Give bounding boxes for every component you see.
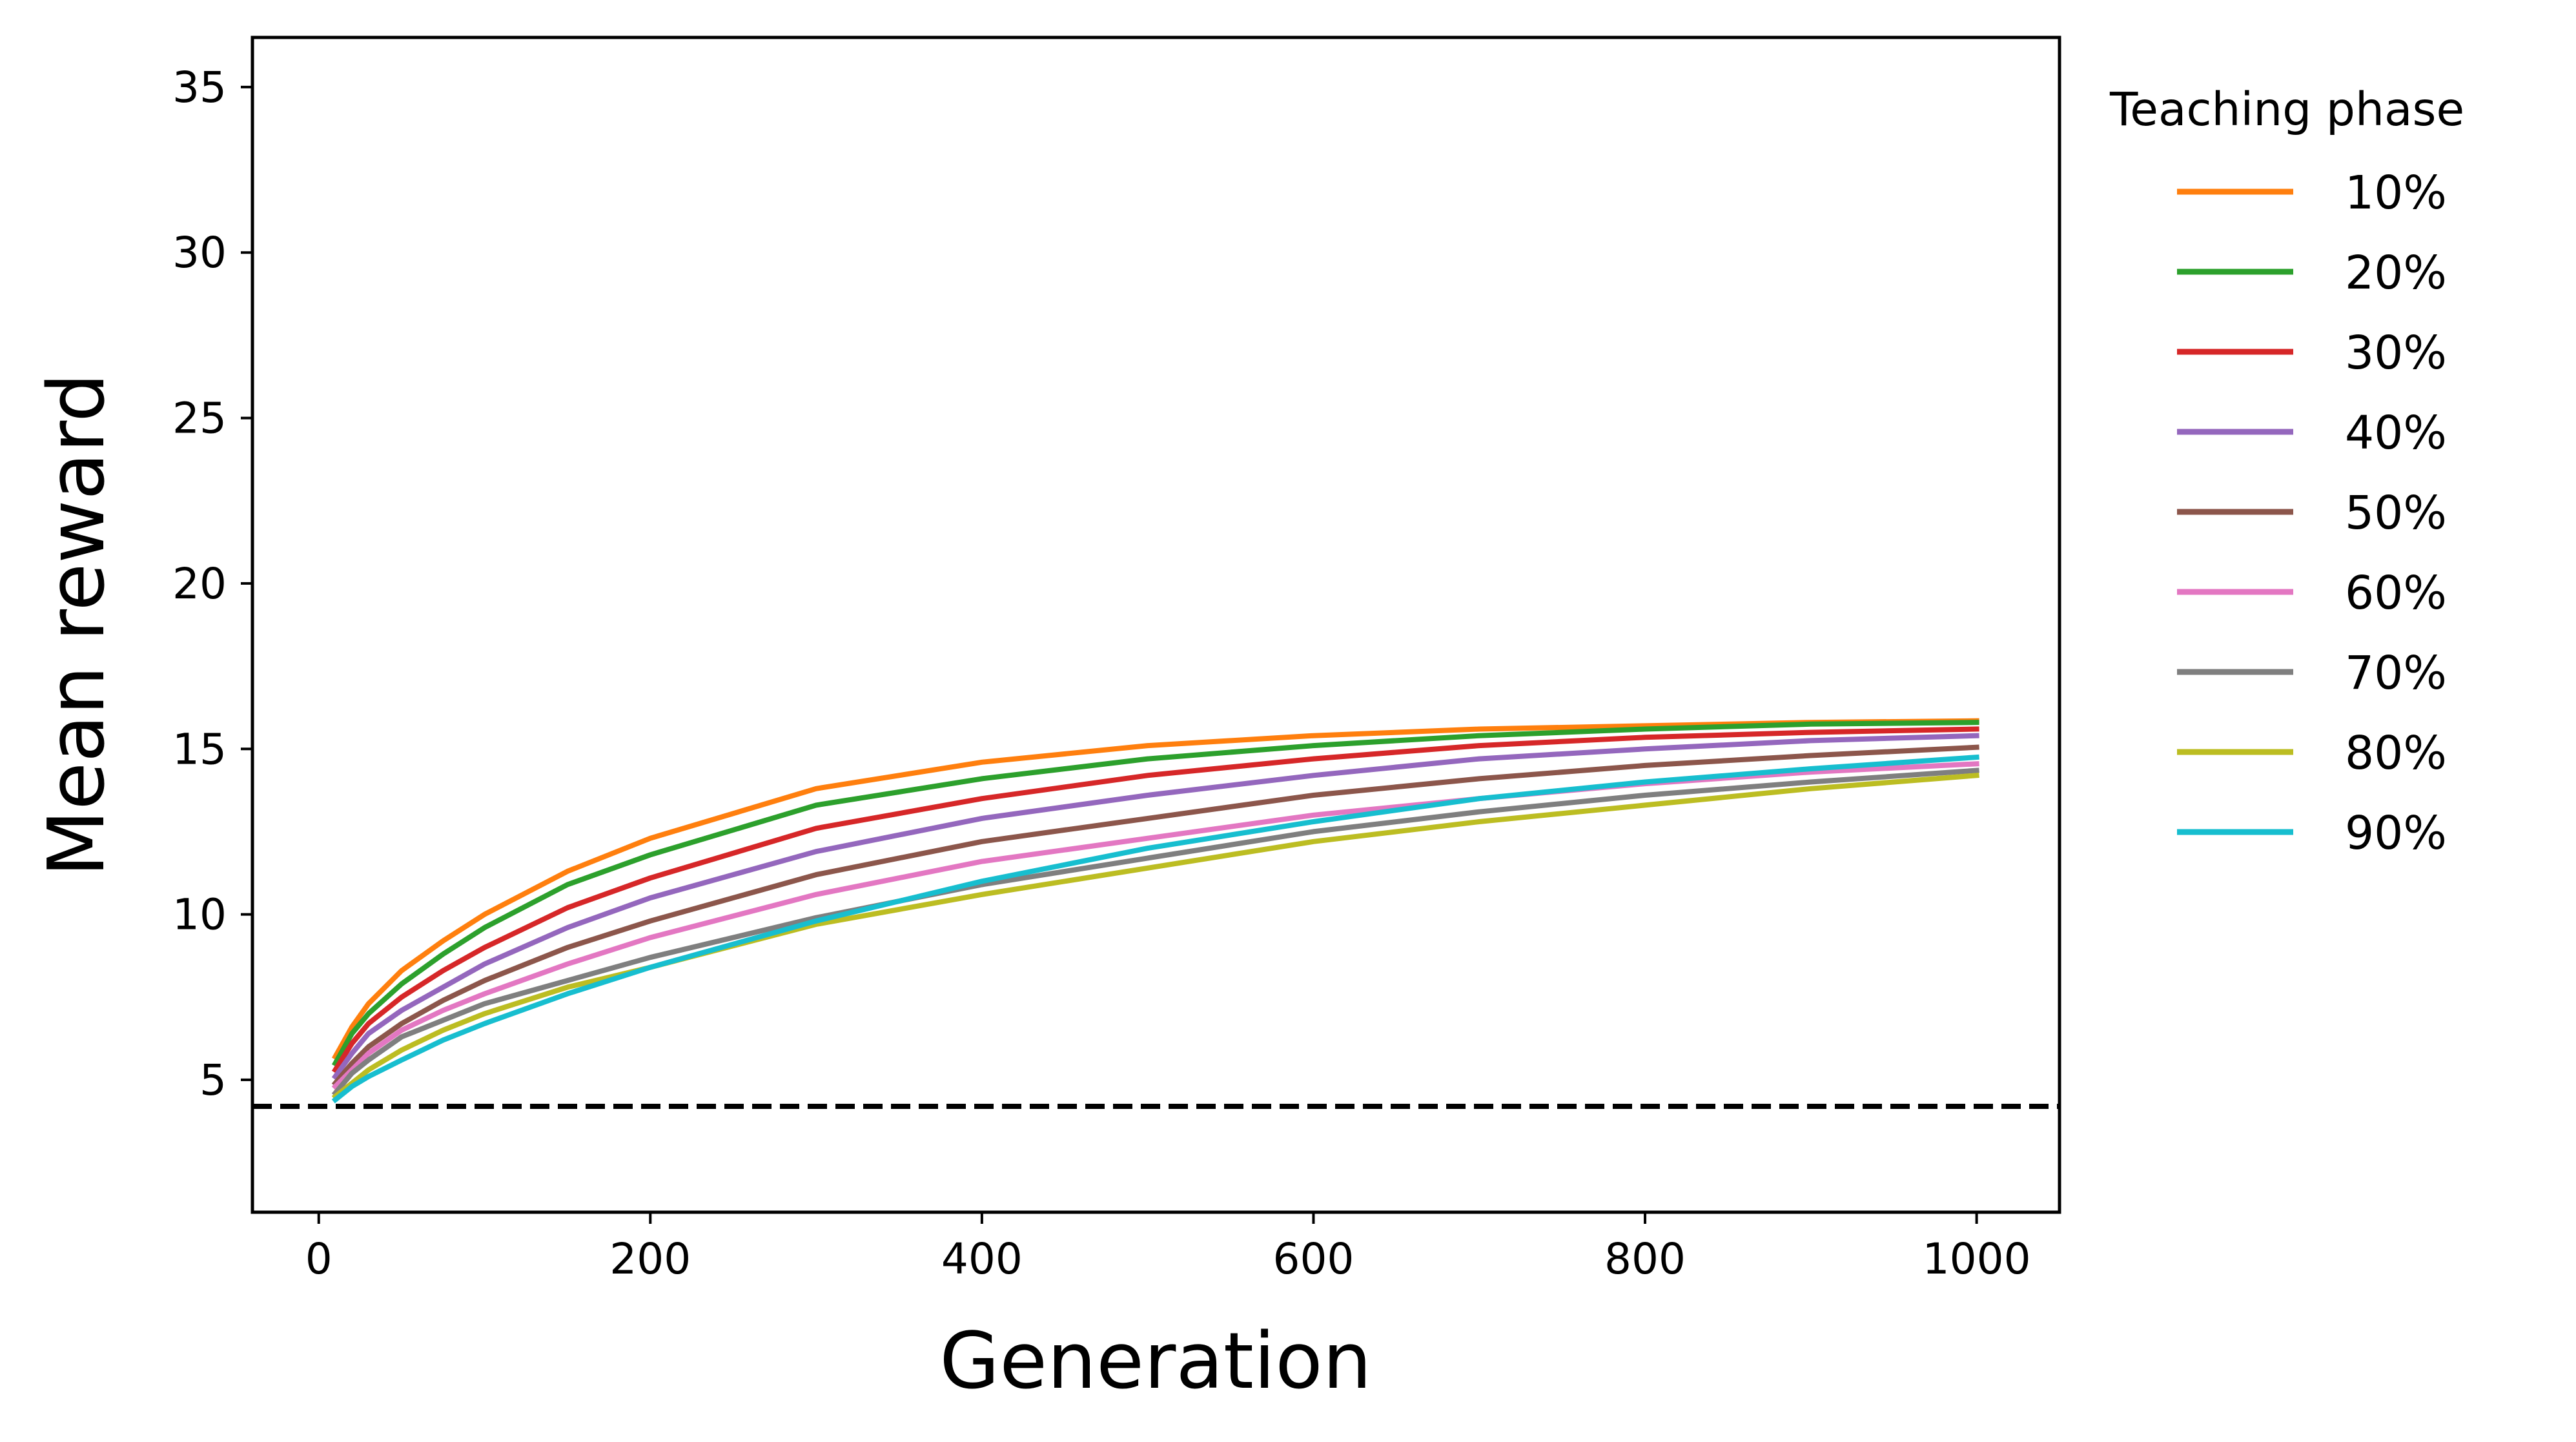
x-tick-label: 1000	[1923, 1234, 2031, 1284]
y-tick-label: 5	[199, 1055, 227, 1105]
x-tick-label: 800	[1604, 1234, 1686, 1284]
legend-label: 30%	[2345, 326, 2447, 380]
y-tick-label: 15	[172, 724, 227, 774]
series-line-40pct	[331, 733, 1979, 1081]
series-line-20pct	[331, 720, 1979, 1067]
x-tick-label: 200	[609, 1234, 691, 1284]
legend-label: 60%	[2345, 566, 2447, 620]
x-tick-label: 0	[305, 1234, 332, 1284]
x-axis-title: Generation	[939, 1317, 1371, 1406]
y-tick-label: 20	[172, 559, 227, 609]
x-tick-label: 400	[941, 1234, 1023, 1284]
plot-area	[252, 718, 2060, 1109]
plot-frame	[250, 36, 2061, 1214]
legend-label: 20%	[2345, 246, 2447, 300]
series-line-30pct	[331, 726, 1979, 1074]
y-tick-label: 35	[172, 63, 227, 112]
y-axis-title: Mean reward	[32, 373, 122, 877]
x-tick-label: 600	[1273, 1234, 1354, 1284]
series-line-90pct	[331, 754, 1979, 1104]
legend-label: 80%	[2345, 726, 2447, 780]
legend-label: 90%	[2345, 806, 2447, 860]
legend-title: Teaching phase	[2109, 83, 2464, 136]
legend-label: 10%	[2345, 166, 2447, 219]
series-line-70pct	[331, 767, 1979, 1097]
legend-label: 40%	[2345, 406, 2447, 460]
legend-label: 50%	[2345, 486, 2447, 540]
x-axis: 0 200 400 600 800 1000	[305, 1212, 2031, 1284]
y-tick-label: 10	[172, 890, 227, 940]
series-line-10pct	[331, 718, 1979, 1061]
series-line-50pct	[331, 744, 1979, 1087]
y-axis: 5 10 15 20 25 30 35	[172, 63, 252, 1105]
y-tick-label: 25	[172, 394, 227, 443]
legend-label: 70%	[2345, 646, 2447, 700]
legend: Teaching phase 10% 20% 30% 40% 50% 60% 70% 80% 9…	[2109, 83, 2464, 860]
y-tick-label: 30	[172, 228, 227, 278]
